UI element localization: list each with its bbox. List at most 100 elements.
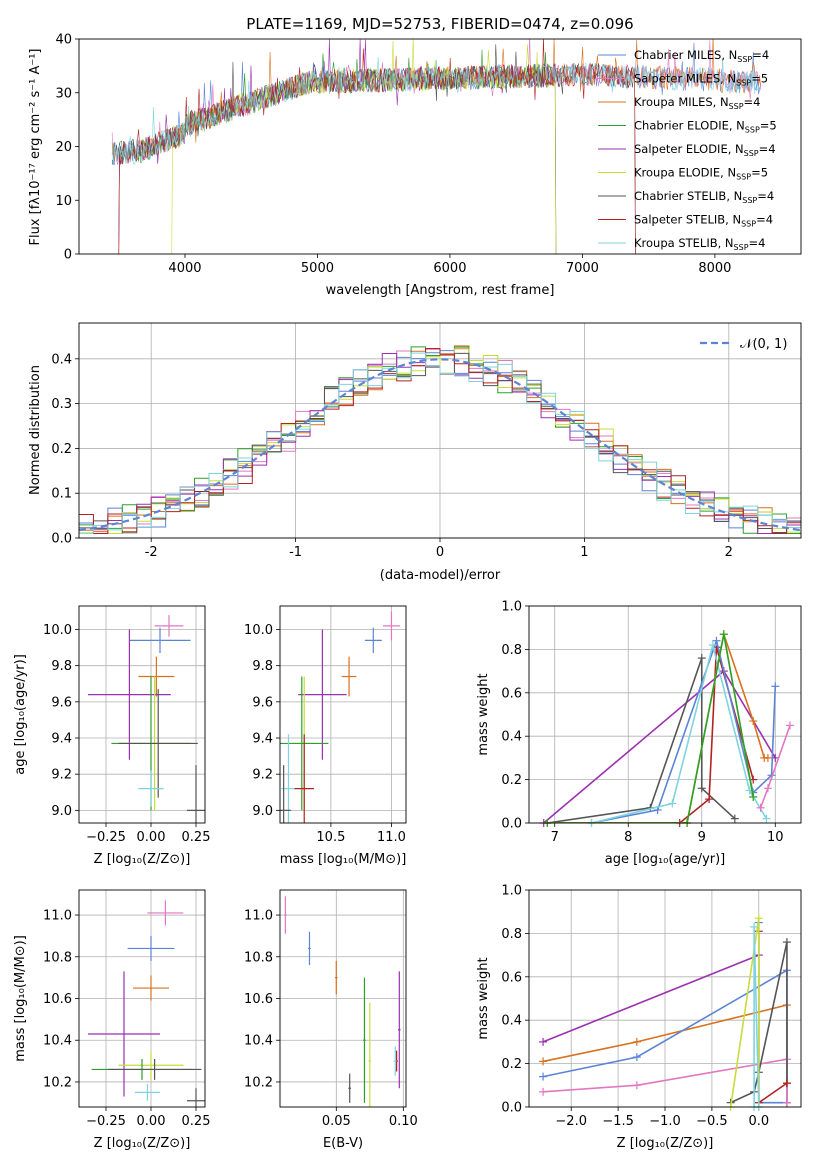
x-tick-label: −0.5 (696, 1114, 728, 1129)
legend-entry: Kroupa MILES, NSSP=4 (634, 95, 760, 111)
z-age-x-label: Z [log₁₀(Z/Z⊙)] (94, 852, 191, 867)
hist-series-steps (79, 346, 801, 535)
z-mass-x-label: Z [log₁₀(Z/Z⊙)] (94, 1136, 191, 1151)
legend-suffix: =4 (744, 95, 761, 109)
spectrum-frame (78, 38, 802, 255)
x-tick-label: 0 (436, 545, 444, 560)
y-tick-label: 10.4 (43, 1034, 72, 1049)
x-tick-label: 10.5 (316, 830, 345, 845)
legend-suffix: =5 (760, 119, 777, 133)
spectrum-axes (75, 38, 716, 258)
mass-age-x-label: mass [log₁₀(M/M⊙)] (280, 852, 407, 867)
x-tick-label: 6000 (433, 261, 466, 276)
legend-entry: Chabrier MILES, NSSP=4 (634, 48, 769, 64)
y-tick-label: 11.0 (244, 909, 273, 924)
gaussian-reference-curve (78, 358, 802, 532)
z-mass-frame (78, 889, 206, 1108)
y-tick-label: 0.0 (501, 1101, 522, 1116)
y-tick-label: 0.8 (501, 927, 522, 942)
z-weight-frame (528, 889, 802, 1108)
y-tick-label: 0.3 (51, 397, 72, 412)
age-weight-x-label: age [log₁₀(age/yr)] (605, 852, 726, 867)
y-tick-label: 10 (55, 194, 72, 209)
y-tick-label: 10.2 (43, 1075, 72, 1090)
y-tick-label: 0.6 (501, 970, 522, 985)
legend-entry: Kroupa STELIB, NSSP=4 (634, 236, 765, 252)
legend-subscript: SSP (742, 196, 757, 205)
hist-legend-label: 𝒩(0, 1) (740, 337, 787, 352)
z-weight-x-label: Z [log₁₀(Z/Z⊙)] (617, 1136, 714, 1151)
x-tick-label: 0.25 (182, 830, 211, 845)
ebv-mass-axes (276, 890, 406, 1111)
x-tick-label: 4000 (168, 261, 201, 276)
x-tick-label: 1 (580, 545, 588, 560)
x-tick-label: −0.25 (86, 1114, 126, 1129)
y-tick-label: 40 (55, 33, 72, 48)
y-tick-label: 10.0 (43, 623, 72, 638)
x-tick-label: 11.0 (377, 830, 406, 845)
x-tick-label: 9 (698, 830, 706, 845)
x-tick-label: 0.25 (182, 1114, 211, 1129)
y-tick-label: 11.0 (43, 909, 72, 924)
legend-subscript: SSP (741, 220, 756, 229)
spectrum-title: PLATE=1169, MJD=52753, FIBERID=0474, z=0… (246, 15, 633, 33)
y-tick-label: 9.0 (51, 804, 72, 819)
z-age-frame (78, 605, 206, 824)
legend-entry: Kroupa ELODIE, NSSP=5 (634, 166, 768, 182)
hist-frame (78, 322, 802, 539)
legend-suffix: =4 (759, 142, 776, 156)
x-tick-label: 7000 (566, 261, 599, 276)
y-tick-label: 10.6 (43, 992, 72, 1007)
y-tick-label: 9.8 (51, 659, 72, 674)
spectrum-series-line (111, 57, 761, 165)
weight-series-line (547, 631, 768, 823)
y-tick-label: 0.8 (501, 643, 522, 658)
y-tick-label: 9.6 (51, 695, 72, 710)
legend-suffix: =4 (757, 189, 774, 203)
x-tick-label: −1.5 (602, 1114, 634, 1129)
legend-subscript: SSP (744, 149, 759, 158)
weight-series-line (543, 669, 776, 823)
weight-series-line (547, 647, 754, 823)
z-age-axes (75, 606, 205, 827)
mass-age-frame (279, 605, 407, 824)
y-tick-label: 0.4 (51, 352, 72, 367)
y-tick-label: 10.4 (244, 1034, 273, 1049)
z-mass-y-label: mass [log₁₀(M/M⊙)] (13, 935, 28, 1062)
y-tick-label: 0.0 (51, 532, 72, 547)
z-mass-axes (75, 890, 205, 1111)
x-tick-label: 8 (624, 830, 632, 845)
legend-suffix: =4 (749, 236, 766, 250)
legend-entry: Chabrier STELIB, NSSP=4 (634, 189, 774, 205)
z-weight-y-label: mass weight (476, 957, 491, 1039)
spectrum-x-label: wavelength [Angstrom, rest frame] (326, 283, 555, 298)
x-tick-label: 0.00 (137, 1114, 166, 1129)
y-tick-label: 1.0 (501, 884, 522, 899)
legend-entry: Chabrier ELODIE, NSSP=5 (634, 119, 777, 135)
weight-series-line (542, 954, 760, 1043)
legend-suffix: =5 (751, 166, 768, 180)
spectrum-series-line (118, 39, 636, 254)
y-tick-label: 0.0 (501, 817, 522, 832)
y-tick-label: 9.0 (252, 804, 273, 819)
y-tick-label: 10.8 (244, 950, 273, 965)
x-tick-label: 0.00 (137, 830, 166, 845)
age-weight-y-label: mass weight (476, 673, 491, 755)
y-tick-label: 9.2 (51, 768, 72, 783)
y-tick-label: 1.0 (501, 600, 522, 615)
y-tick-label: 9.2 (252, 768, 273, 783)
weight-series-line (757, 931, 788, 1105)
weight-series-line (591, 637, 777, 823)
hist-series-steps (79, 352, 801, 534)
legend-subscript: SSP (734, 243, 749, 252)
x-tick-label: 0.0 (748, 1114, 769, 1129)
y-tick-label: 0.2 (501, 773, 522, 788)
y-tick-label: 0.6 (501, 686, 522, 701)
ebv-mass-x-label: E(B-V) (323, 1136, 363, 1151)
age-weight-frame (528, 605, 802, 824)
x-tick-label: −2.0 (555, 1114, 587, 1129)
legend-subscript: SSP (729, 102, 744, 111)
mass-age-axes (276, 606, 406, 827)
x-tick-label: 7 (551, 830, 559, 845)
